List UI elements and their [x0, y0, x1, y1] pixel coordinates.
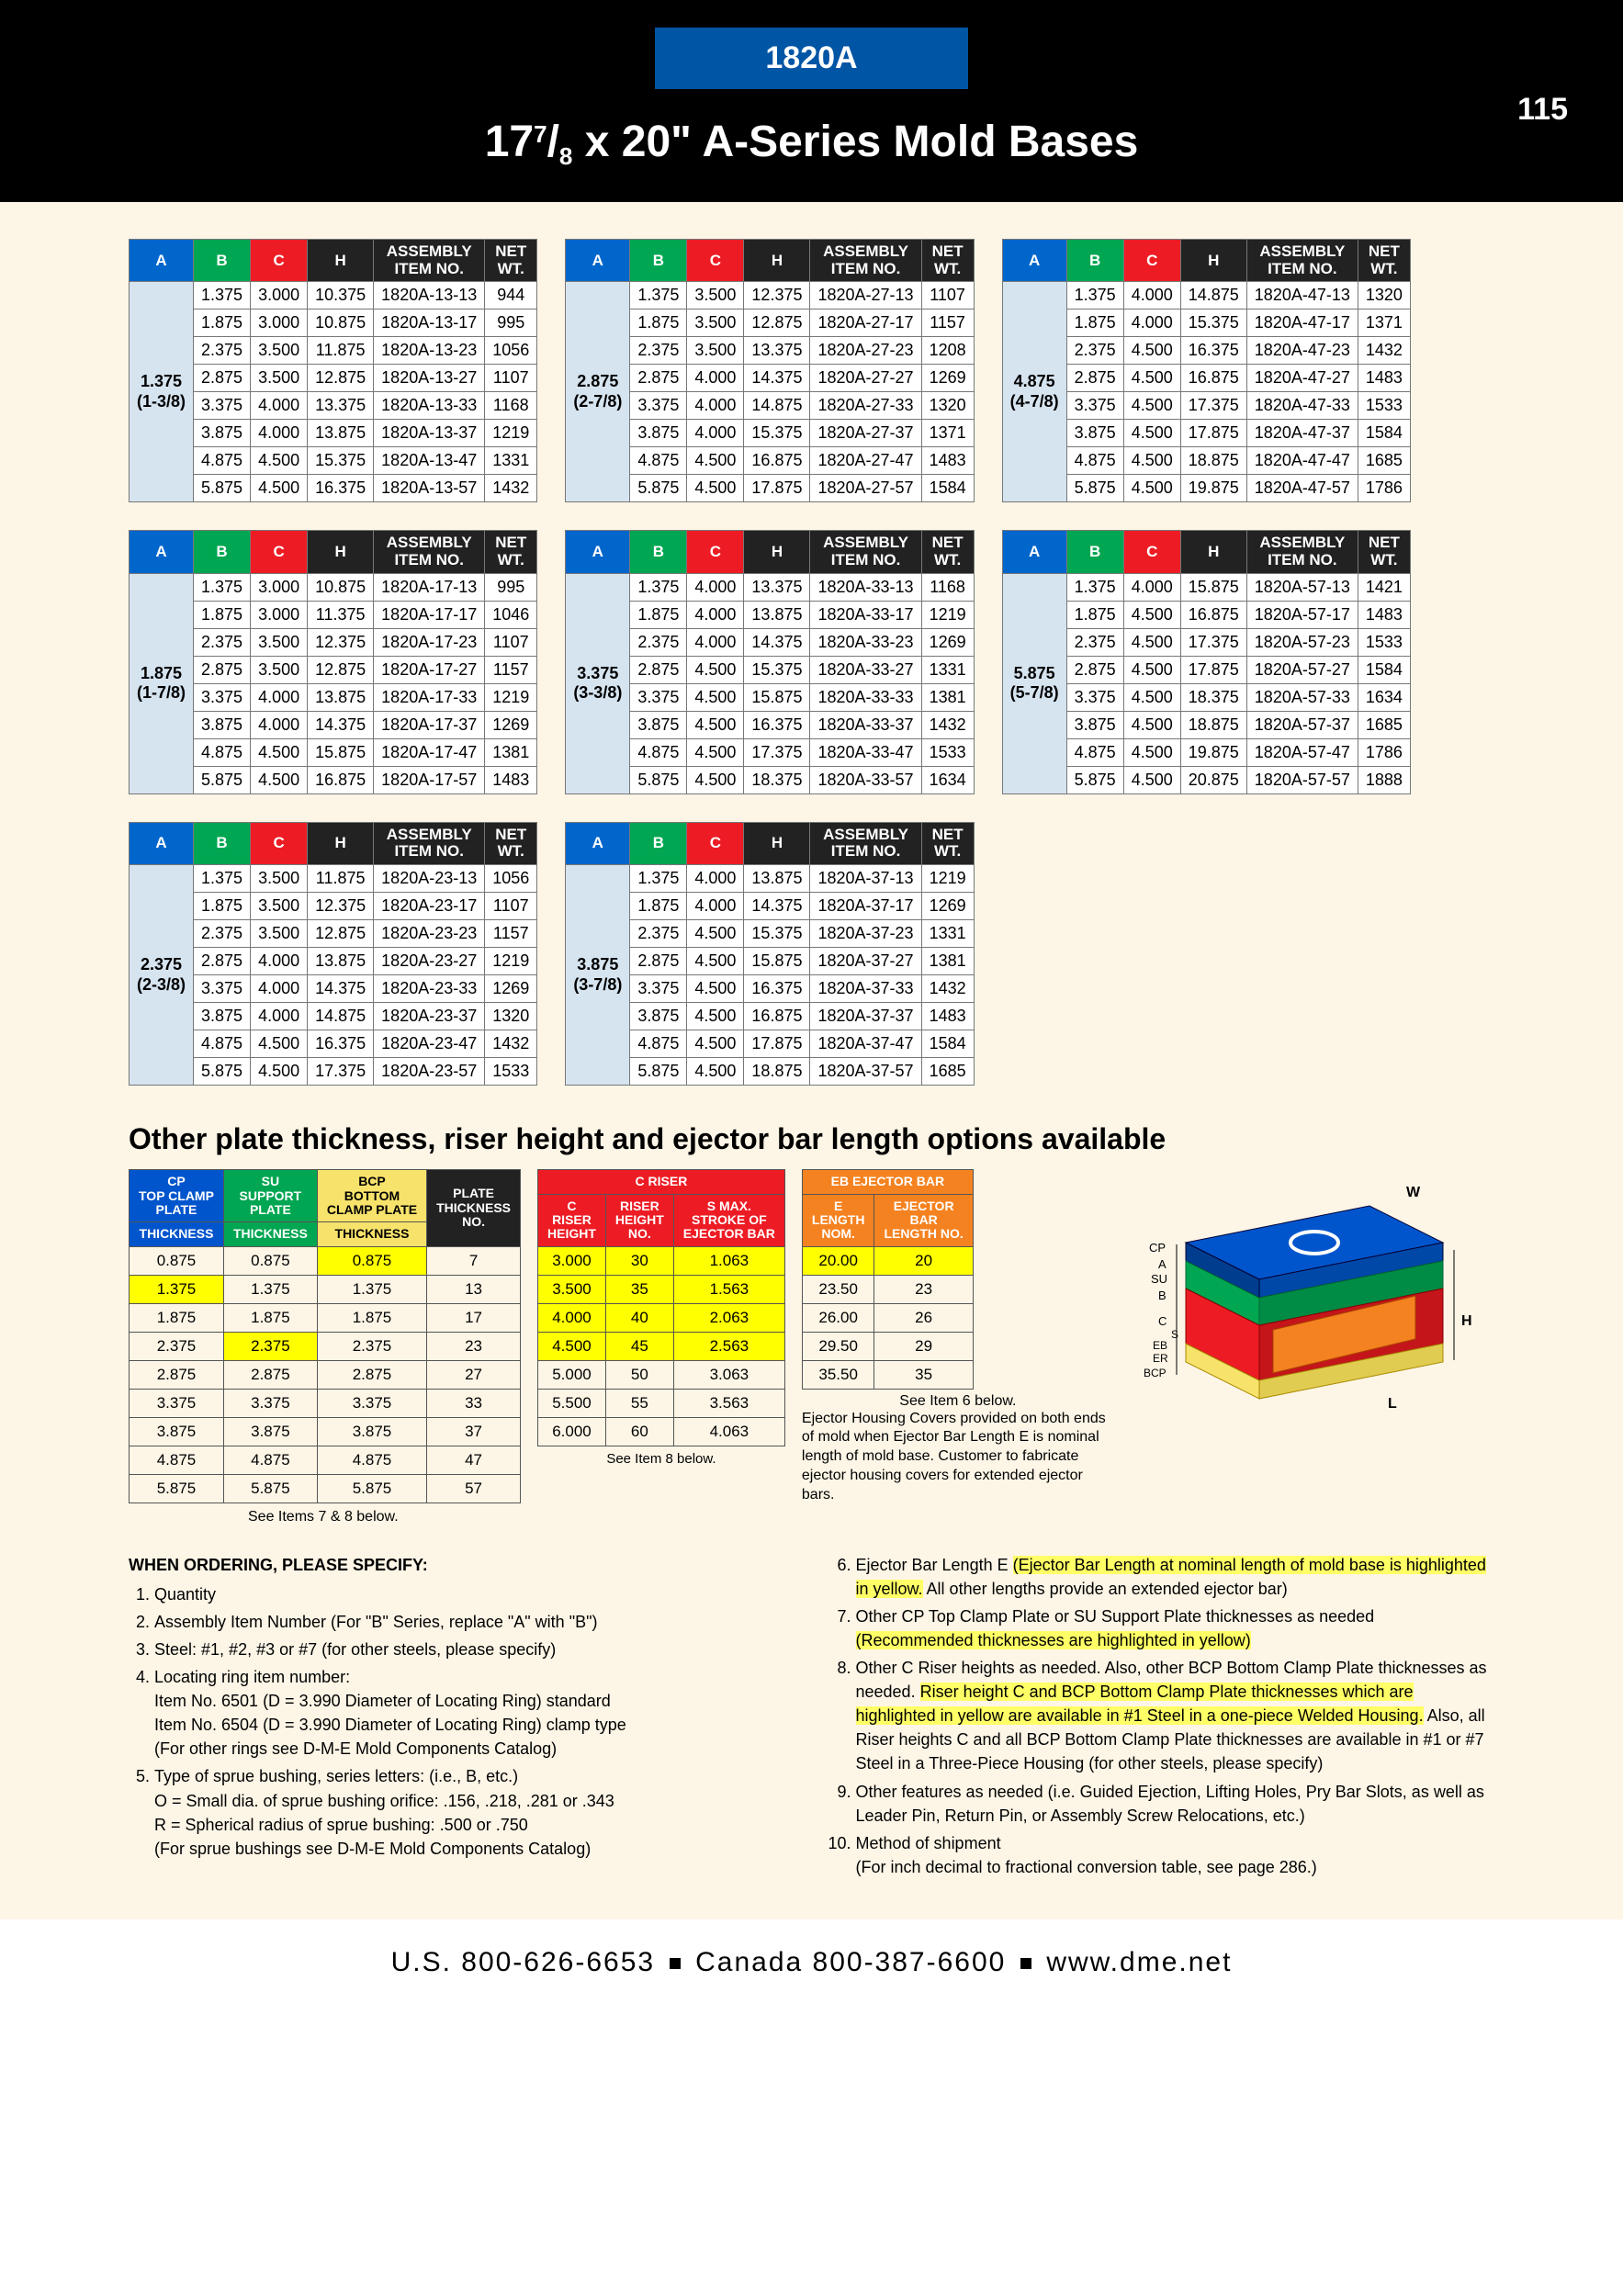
- ordering-item: Method of shipment(For inch decimal to f…: [856, 1831, 1495, 1879]
- content-area: ABCH ASSEMBLYITEM NO.NETWT.1.375(1-3/8)1…: [0, 202, 1623, 1919]
- spec-table: ABCH ASSEMBLYITEM NO.NETWT.2.875(2-7/8)1…: [565, 239, 974, 502]
- svg-text:ER: ER: [1153, 1352, 1168, 1365]
- spec-table: ABCH ASSEMBLYITEM NO.NETWT.1.875(1-7/8)1…: [129, 530, 537, 793]
- plate-thickness-table: CPTOP CLAMPPLATE SUSUPPORTPLATE BCPBOTTO…: [129, 1169, 521, 1503]
- ordering-notes: WHEN ORDERING, PLEASE SPECIFY: Quantity A…: [129, 1553, 1494, 1883]
- svg-text:W: W: [1406, 1185, 1421, 1200]
- ejector-bar-table: EB EJECTOR BAR ELENGTHNOM. EJECTORBARLEN…: [802, 1169, 974, 1390]
- ordering-list-left: Quantity Assembly Item Number (For "B" Se…: [129, 1582, 794, 1861]
- options-heading: Other plate thickness, riser height and …: [129, 1122, 1494, 1156]
- ordering-heading: WHEN ORDERING, PLEASE SPECIFY:: [129, 1553, 794, 1577]
- svg-text:L: L: [1388, 1396, 1397, 1412]
- ordering-item: Quantity: [154, 1582, 794, 1606]
- svg-text:C: C: [1158, 1314, 1167, 1328]
- svg-text:S: S: [1171, 1328, 1178, 1341]
- eb-housing-note: Ejector Housing Covers provided on both …: [802, 1410, 1114, 1505]
- riser-table: C RISER CRISERHEIGHT RISERHEIGHTNO. S MA…: [537, 1169, 785, 1471]
- options-tables-row: CPTOP CLAMPPLATE SUSUPPORTPLATE BCPBOTTO…: [129, 1169, 1494, 1505]
- plate-note: See Items 7 & 8 below.: [248, 1509, 1494, 1525]
- svg-text:A: A: [1158, 1257, 1167, 1271]
- svg-text:SU: SU: [1151, 1272, 1167, 1286]
- ordering-item: Assembly Item Number (For "B" Series, re…: [154, 1610, 794, 1634]
- spec-tables-grid: ABCH ASSEMBLYITEM NO.NETWT.1.375(1-3/8)1…: [129, 239, 1494, 1086]
- ordering-item: Other features as needed (i.e. Guided Ej…: [856, 1780, 1495, 1828]
- eb-see-item: See Item 6 below.: [802, 1393, 1114, 1410]
- header-bar: 1820A 115 177/8 x 20" A-Series Mold Base…: [0, 0, 1623, 202]
- svg-text:EB: EB: [1153, 1339, 1167, 1352]
- footer: U.S. 800-626-6653Canada 800-387-6600www.…: [0, 1919, 1623, 2024]
- spec-table: ABCH ASSEMBLYITEM NO.NETWT.4.875(4-7/8)1…: [1002, 239, 1411, 502]
- ordering-item: Other CP Top Clamp Plate or SU Support P…: [856, 1604, 1495, 1652]
- spec-table: ABCH ASSEMBLYITEM NO.NETWT.1.375(1-3/8)1…: [129, 239, 537, 502]
- spec-table: ABCH ASSEMBLYITEM NO.NETWT.3.375(3-3/8)1…: [565, 530, 974, 793]
- spec-table: ABCH ASSEMBLYITEM NO.NETWT.3.875(3-7/8)1…: [565, 822, 974, 1086]
- spec-table: ABCH ASSEMBLYITEM NO.NETWT.2.375(2-3/8)1…: [129, 822, 537, 1086]
- product-code-badge: 1820A: [655, 28, 967, 89]
- svg-text:CP: CP: [1149, 1241, 1166, 1255]
- ordering-item: Steel: #1, #2, #3 or #7 (for other steel…: [154, 1638, 794, 1661]
- svg-text:B: B: [1158, 1289, 1167, 1302]
- spec-table: ABCH ASSEMBLYITEM NO.NETWT.5.875(5-7/8)1…: [1002, 530, 1411, 793]
- ordering-list-right: Ejector Bar Length E (Ejector Bar Length…: [830, 1553, 1495, 1879]
- page-number: 115: [1517, 92, 1568, 128]
- mold-base-diagram: W CP A SU B C S EB ER BCP H L: [1131, 1169, 1480, 1426]
- ordering-item: Ejector Bar Length E (Ejector Bar Length…: [856, 1553, 1495, 1601]
- svg-text:BCP: BCP: [1144, 1367, 1167, 1379]
- svg-text:H: H: [1461, 1313, 1472, 1329]
- ordering-item: Other C Riser heights as needed. Also, o…: [856, 1656, 1495, 1775]
- ordering-item: Locating ring item number:Item No. 6501 …: [154, 1665, 794, 1761]
- page-title: 177/8 x 20" A-Series Mold Bases: [0, 117, 1623, 167]
- ordering-item: Type of sprue bushing, series letters: (…: [154, 1764, 794, 1860]
